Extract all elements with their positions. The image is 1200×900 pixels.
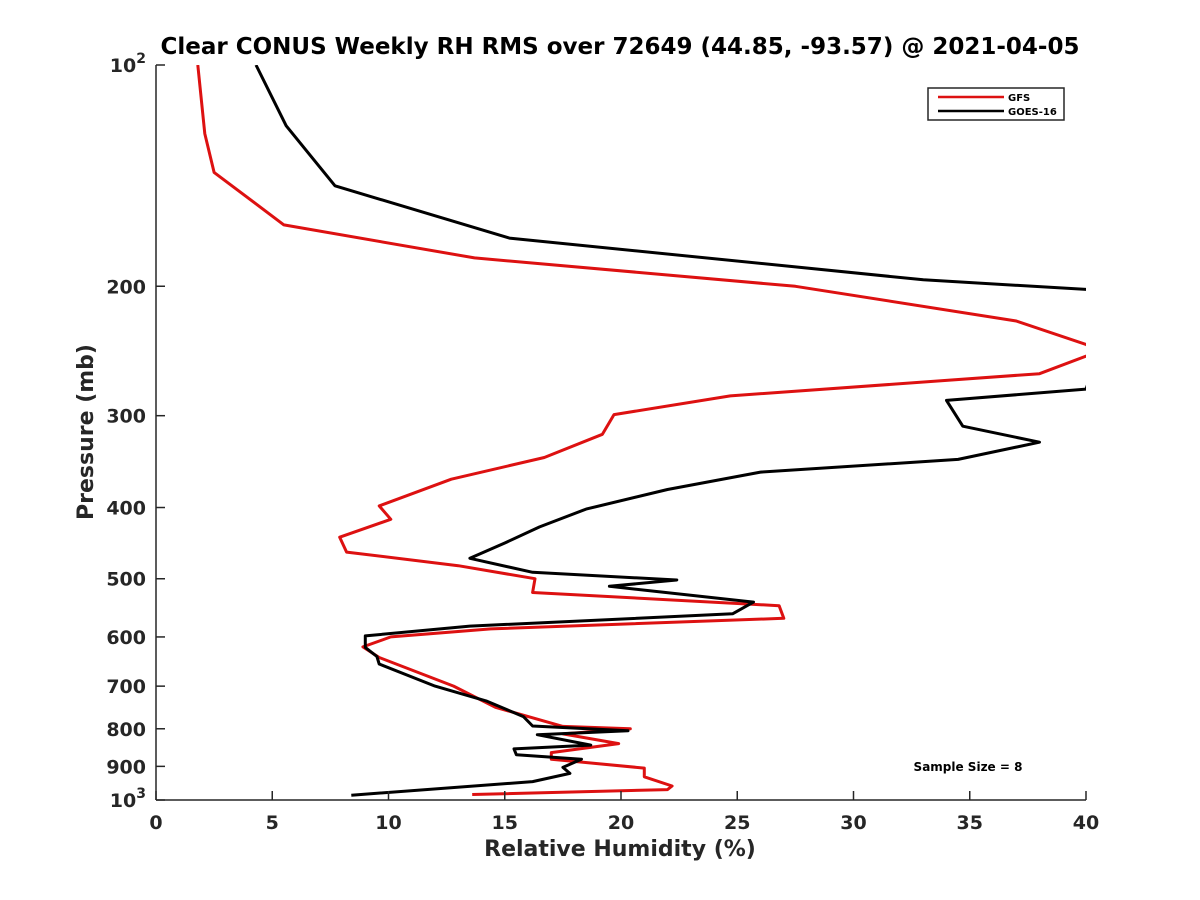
legend-label-gfs: GFS [1008,93,1030,104]
y-tick-label: 500 [106,569,146,591]
chart-title: Clear CONUS Weekly RH RMS over 72649 (44… [161,34,1080,60]
sample-size-annotation: Sample Size = 8 [914,760,1023,774]
legend: GFS GOES-16 [927,87,1065,121]
axes: 0 5 10 15 20 25 30 35 40 102 200 300 400 500 600 700 800… [106,51,1099,834]
x-tick-label: 40 [1073,812,1099,834]
x-tick-label: 0 [149,812,162,834]
x-tick-label: 20 [608,812,634,834]
plot-area [196,65,1086,797]
x-tick-label: 15 [492,812,518,834]
y-tick-label: 400 [106,498,146,520]
x-tick-label: 30 [840,812,866,834]
x-tick-label: 10 [375,812,401,834]
x-tick-label: 35 [957,812,983,834]
x-tick-label: 5 [266,812,279,834]
series-line-goes-16 [254,65,1086,797]
legend-label-goes-16: GOES-16 [1008,107,1057,118]
y-tick-label: 900 [106,756,146,778]
y-tick-label: 600 [106,627,146,649]
y-tick-label: 300 [106,406,146,428]
y-tick-label: 103 [110,786,146,812]
legend-box [927,87,1065,121]
series-line-gfs [196,65,1086,796]
y-tick-label: 200 [106,276,146,298]
y-axis-label: Pressure (mb) [74,344,99,520]
y-tick-label: 102 [110,51,146,77]
y-tick-label: 700 [106,676,146,698]
y-tick-label: 800 [106,719,146,741]
x-tick-label: 25 [724,812,750,834]
x-axis-label: Relative Humidity (%) [484,837,756,862]
